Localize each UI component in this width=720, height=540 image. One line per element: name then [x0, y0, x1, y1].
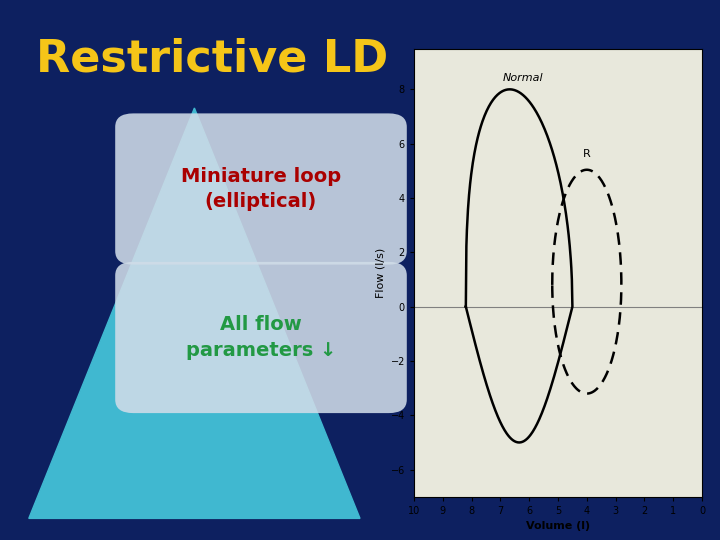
- FancyBboxPatch shape: [115, 113, 407, 265]
- Text: R: R: [583, 149, 590, 159]
- FancyBboxPatch shape: [115, 262, 407, 413]
- Polygon shape: [29, 108, 360, 518]
- Text: All flow
parameters ↓: All flow parameters ↓: [186, 315, 336, 360]
- Text: Miniature loop
(elliptical): Miniature loop (elliptical): [181, 167, 341, 211]
- Y-axis label: Flow (l/s): Flow (l/s): [375, 247, 385, 298]
- Text: Normal: Normal: [503, 73, 544, 83]
- Text: Restrictive LD: Restrictive LD: [36, 38, 388, 81]
- X-axis label: Volume (l): Volume (l): [526, 522, 590, 531]
